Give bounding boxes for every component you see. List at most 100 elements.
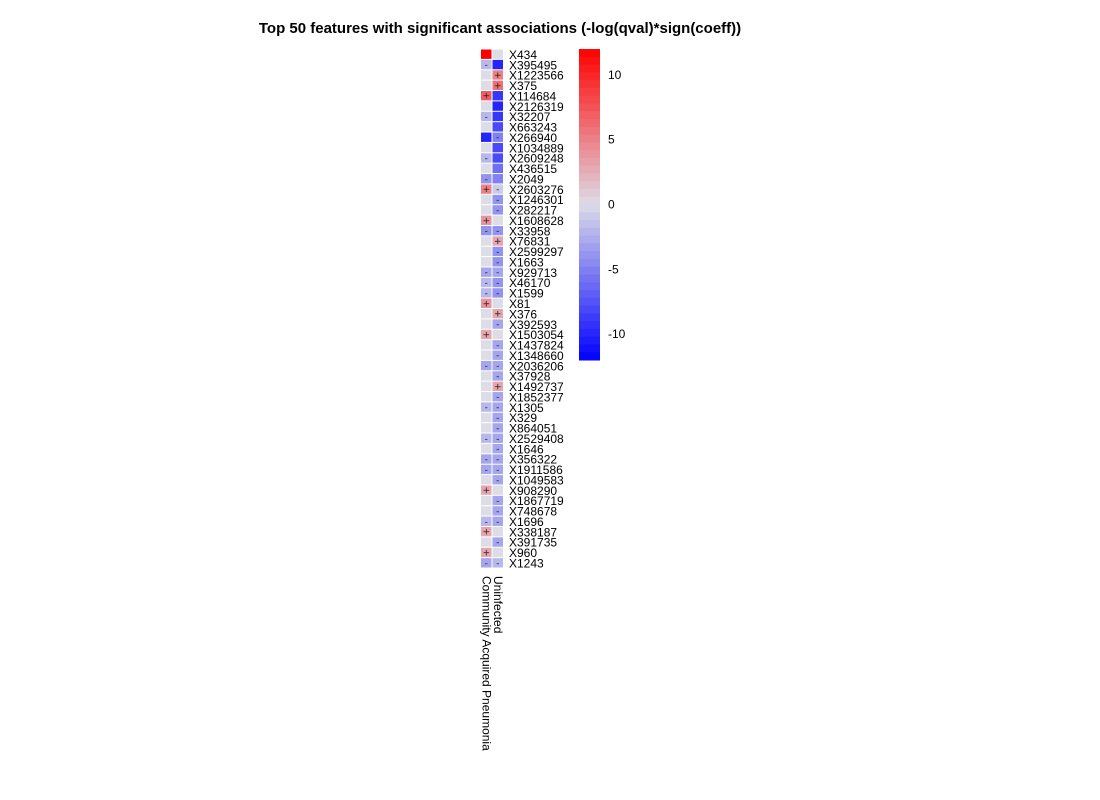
cell-sign-label: +: [482, 486, 490, 496]
heatmap-cell: [492, 91, 503, 101]
heatmap-cell: [481, 215, 492, 225]
heatmap-cell: [492, 122, 503, 132]
heatmap-cell: [492, 246, 503, 257]
cell-sign-label: -: [496, 517, 499, 527]
heatmap-cell: [481, 340, 492, 350]
heatmap-cell: [481, 298, 492, 308]
row-label: X2599297: [509, 245, 564, 259]
legend-color-step: [579, 95, 600, 104]
legend-color-step: [579, 181, 600, 190]
cell-sign-label: -: [496, 196, 499, 206]
heatmap-cell: [481, 205, 492, 215]
cell-sign-label: -: [496, 320, 499, 330]
legend-color-step: [579, 64, 600, 73]
heatmap-cell: [481, 423, 492, 433]
heatmap-cell: [481, 80, 492, 91]
heatmap-cell: [481, 49, 492, 59]
row-label: X1223566: [509, 69, 564, 83]
legend-color-step: [579, 321, 600, 330]
row-label: X2603276: [509, 183, 564, 197]
cell-sign-label: +: [494, 71, 502, 81]
legend-color-step: [579, 235, 600, 244]
cell-sign-label: -: [485, 61, 488, 71]
row-label: X1305: [509, 401, 544, 415]
row-label: X392593: [509, 318, 557, 332]
heatmap-cell: [481, 454, 492, 464]
row-label: X356322: [509, 453, 557, 467]
heatmap-cell: [481, 225, 492, 236]
cell-sign-label: -: [496, 206, 499, 216]
heatmap-cell: [492, 111, 503, 122]
cell-sign-label: -: [485, 559, 488, 569]
heatmap-cell: [481, 392, 492, 402]
heatmap-cell: [492, 547, 503, 558]
row-label: X81: [509, 297, 531, 311]
cell-sign-label: -: [485, 289, 488, 299]
legend-color-step: [579, 251, 600, 260]
row-label: X1243: [509, 557, 544, 571]
heatmap-cell: [481, 91, 492, 101]
heatmap-cell: [481, 475, 492, 485]
heatmap-cell: [481, 526, 492, 537]
heatmap-cell: [492, 443, 503, 454]
heatmap-cell: [492, 329, 503, 340]
cell-sign-label: +: [482, 92, 490, 102]
legend-color-step: [579, 56, 600, 66]
heatmap-cell: [481, 236, 492, 246]
legend-color-step: [579, 305, 600, 314]
row-label: X2036206: [509, 359, 564, 373]
legend-color-step: [579, 173, 600, 182]
cell-sign-label: -: [496, 403, 499, 413]
row-label: X1663: [509, 255, 544, 269]
heatmap-cell: [481, 288, 492, 298]
legend-color-step: [579, 290, 600, 299]
heatmap-cell: [492, 174, 503, 184]
legend-color-step: [579, 282, 600, 291]
row-label: X436515: [509, 162, 557, 176]
heatmap-cell: [492, 423, 503, 433]
row-label: X1503054: [509, 328, 564, 342]
heatmap-cell: [492, 184, 503, 194]
legend-color-step: [579, 220, 600, 229]
legend-tick-label: 5: [608, 133, 615, 147]
legend-color-step: [579, 157, 600, 167]
heatmap-cell: [492, 350, 503, 360]
heatmap-cell: [481, 70, 492, 80]
row-label: X2609248: [509, 152, 564, 166]
row-label: X1437824: [509, 339, 564, 353]
legend-color-step: [579, 313, 600, 322]
cell-sign-label: -: [496, 227, 499, 237]
legend-color-step: [579, 80, 600, 89]
heatmap-cell: [492, 267, 503, 277]
row-label: X46170: [509, 276, 551, 290]
cell-sign-label: -: [496, 362, 499, 372]
row-label: X2529408: [509, 432, 564, 446]
cell-sign-label: -: [485, 362, 488, 372]
heatmap-cell: [492, 59, 503, 70]
heatmap-cell: [481, 402, 492, 412]
cell-sign-label: +: [482, 330, 490, 340]
cell-sign-label: +: [482, 216, 490, 226]
heatmap-cell: [492, 485, 503, 495]
legend-color-step: [579, 204, 600, 213]
heatmap-cell: [492, 80, 503, 91]
heatmap-cell: [481, 59, 492, 70]
row-label: X663243: [509, 121, 557, 135]
heatmap-cell: [492, 454, 503, 464]
heatmap-cell: [481, 371, 492, 381]
heatmap-cell: [481, 319, 492, 329]
cell-sign-label: +: [494, 382, 502, 392]
legend-color-step: [579, 344, 600, 353]
row-label: X1646: [509, 442, 544, 456]
heatmap-cell: [492, 340, 503, 350]
heatmap-cell: [492, 236, 503, 246]
column-label: Community Acquired Pneumonia: [479, 576, 493, 751]
heatmap-cell: [481, 464, 492, 475]
heatmap-cell: [492, 288, 503, 298]
row-label: X960: [509, 546, 537, 560]
heatmap-cell: [481, 495, 492, 506]
heatmap-cell: [481, 111, 492, 122]
heatmap-cell: [492, 215, 503, 225]
cell-sign-label: -: [496, 247, 499, 257]
